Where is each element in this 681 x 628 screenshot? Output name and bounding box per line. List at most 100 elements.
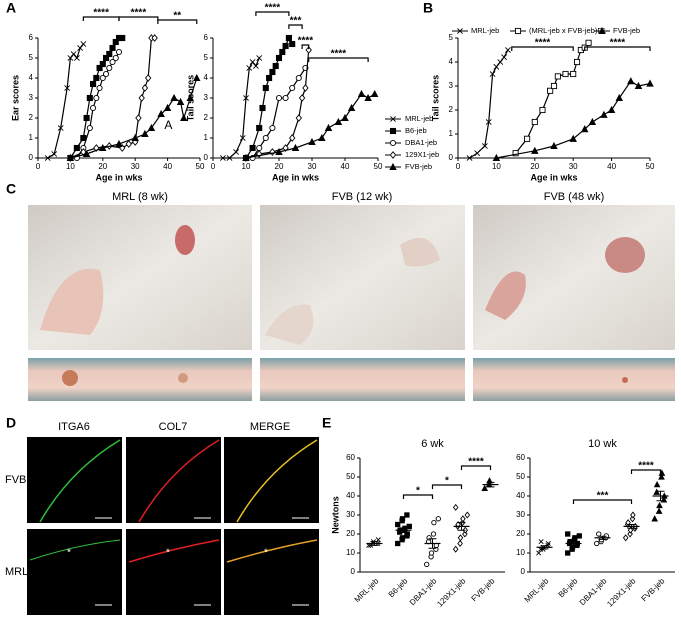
marker <box>562 70 569 78</box>
marker <box>289 84 296 92</box>
error-bar <box>540 545 549 550</box>
marker <box>86 94 93 102</box>
marker <box>282 94 289 102</box>
y-tick-label: 4 <box>204 73 209 82</box>
marker <box>536 550 542 556</box>
marker <box>262 134 269 142</box>
marker <box>489 71 496 77</box>
y-tick-label: 6 <box>204 33 209 42</box>
marker <box>90 104 97 112</box>
significance-bracket <box>431 484 463 489</box>
y-tick-label: 1 <box>449 129 454 138</box>
marker <box>176 97 185 106</box>
marker <box>364 93 372 102</box>
y-tick-label: 4 <box>29 73 34 82</box>
marker <box>435 516 441 522</box>
y-tick-label: 3 <box>449 81 454 90</box>
y-axis-label: Tail scores <box>430 75 440 121</box>
marker <box>73 55 80 61</box>
marker <box>341 113 349 122</box>
y-tick-label: 10 <box>516 548 525 557</box>
marker <box>186 93 195 102</box>
marker <box>550 141 558 150</box>
marker <box>324 123 333 132</box>
x-tick-label: 50 <box>646 162 655 171</box>
y-tick-label: 5 <box>204 53 209 62</box>
panel-label: A <box>6 0 16 16</box>
marker <box>93 74 100 82</box>
marker <box>256 55 263 61</box>
y-tick-label: 4 <box>449 57 454 66</box>
y-tick-label: 50 <box>346 472 355 481</box>
marker <box>655 507 663 514</box>
significance-label: **** <box>131 8 147 19</box>
marker <box>570 70 577 78</box>
marker <box>505 47 511 53</box>
significance-bracket <box>118 16 159 21</box>
marker <box>656 501 663 509</box>
marker <box>269 68 276 76</box>
series-line <box>245 93 376 159</box>
y-tick-label: 60 <box>516 453 525 462</box>
marker <box>481 143 488 149</box>
y-tick-label: 30 <box>516 510 525 519</box>
y-tick-label: 20 <box>516 529 525 538</box>
marker <box>83 114 90 122</box>
error-bar <box>428 538 437 549</box>
marker <box>96 64 103 72</box>
marker <box>370 89 379 98</box>
marker <box>80 41 87 47</box>
y-tick-label: 5 <box>449 33 454 42</box>
marker <box>466 155 473 161</box>
marker <box>249 144 256 152</box>
marker <box>295 114 302 122</box>
photo-caption: FVB (12 wk) <box>332 191 393 203</box>
marker <box>430 531 437 537</box>
marker <box>585 39 592 46</box>
x-axis-label: Age in wks <box>95 172 142 182</box>
x-tick-label: 0 <box>456 162 461 171</box>
legend-label: DBA1-jeb <box>405 138 437 147</box>
marker <box>141 84 149 92</box>
marker <box>457 539 463 548</box>
marker <box>600 110 608 118</box>
marker <box>269 148 276 156</box>
marker <box>193 73 201 82</box>
marker <box>547 87 554 94</box>
marker <box>347 103 356 112</box>
y-tick-label: 0 <box>204 153 209 162</box>
marker <box>242 153 250 162</box>
marker <box>93 94 100 102</box>
marker <box>109 44 116 52</box>
photos-c <box>28 205 675 401</box>
marker <box>295 74 302 82</box>
significance-bracket <box>630 469 662 474</box>
legend-label: MRL-jeb <box>471 26 499 35</box>
photo-caption: MRL (8 wk) <box>112 191 168 203</box>
marker <box>357 89 366 98</box>
marker <box>493 63 500 70</box>
marker <box>115 48 123 56</box>
marker <box>119 34 126 42</box>
x-tick-label: 30 <box>131 162 140 171</box>
marker <box>86 124 93 132</box>
series-line <box>496 80 651 159</box>
marker <box>607 105 616 114</box>
marker <box>550 82 558 90</box>
marker <box>279 48 286 56</box>
marker <box>474 150 481 157</box>
significance-label: **** <box>535 38 551 49</box>
marker <box>486 477 493 484</box>
marker <box>70 51 77 57</box>
marker <box>44 155 51 161</box>
marker <box>66 153 75 162</box>
x-tick-label: 10 <box>492 162 501 171</box>
row-label: FVB <box>5 474 26 486</box>
marker <box>93 144 100 152</box>
marker <box>573 58 581 66</box>
marker <box>588 117 597 126</box>
marker <box>256 144 263 152</box>
legend-marker <box>514 27 522 35</box>
series-line <box>469 49 509 159</box>
marker <box>131 133 139 142</box>
